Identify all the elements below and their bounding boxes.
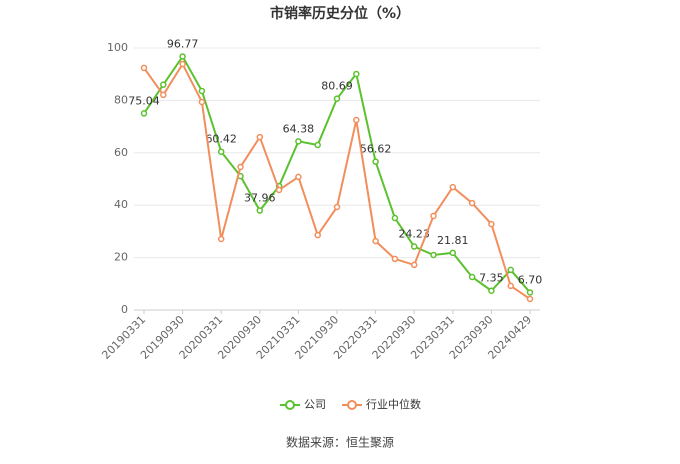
data-point bbox=[314, 231, 321, 239]
data-point bbox=[410, 243, 418, 250]
data-point bbox=[507, 282, 514, 290]
data-label: 21.81 bbox=[437, 234, 469, 247]
chart-title: 市销率历史分位（%） bbox=[270, 5, 410, 22]
data-point bbox=[140, 110, 148, 117]
data-point bbox=[160, 81, 167, 88]
data-point bbox=[256, 207, 264, 214]
legend-label: 公司 bbox=[304, 398, 326, 411]
y-tick-label: 100 bbox=[107, 41, 128, 54]
legend-marker bbox=[347, 400, 357, 410]
data-label: 80.69 bbox=[321, 80, 353, 93]
y-tick-label: 20 bbox=[114, 251, 128, 264]
data-point bbox=[526, 295, 534, 303]
data-point bbox=[256, 133, 264, 141]
data-label: 6.70 bbox=[518, 273, 543, 286]
data-point bbox=[333, 203, 341, 211]
data-point bbox=[160, 91, 167, 99]
data-point bbox=[507, 266, 514, 274]
data-point bbox=[468, 199, 476, 207]
data-label: 96.77 bbox=[167, 37, 199, 50]
data-point bbox=[488, 220, 495, 228]
y-tick-label: 60 bbox=[114, 146, 128, 159]
data-point bbox=[372, 237, 379, 245]
data-point bbox=[217, 148, 225, 155]
data-point bbox=[140, 64, 148, 72]
data-point bbox=[237, 163, 244, 171]
y-tick-label: 0 bbox=[121, 303, 128, 316]
data-point bbox=[391, 255, 399, 263]
data-point bbox=[333, 95, 341, 102]
y-tick-label: 40 bbox=[114, 198, 128, 211]
legend-label: 行业中位数 bbox=[366, 397, 421, 411]
data-point bbox=[275, 186, 283, 194]
data-point bbox=[217, 235, 225, 243]
data-point bbox=[198, 98, 206, 106]
legend-marker bbox=[285, 400, 295, 410]
data-point bbox=[372, 158, 379, 165]
data-point bbox=[449, 249, 457, 257]
data-point bbox=[295, 173, 302, 181]
y-tick-label: 80 bbox=[114, 93, 128, 106]
data-point bbox=[488, 287, 495, 294]
data-point bbox=[295, 138, 302, 145]
data-point bbox=[179, 60, 186, 68]
data-label: 64.38 bbox=[283, 122, 315, 135]
data-label: 60.42 bbox=[205, 133, 237, 146]
data-point bbox=[391, 214, 399, 222]
data-point bbox=[353, 70, 360, 78]
data-label: 75.04 bbox=[128, 94, 160, 107]
data-point bbox=[468, 273, 476, 281]
data-label: 37.96 bbox=[244, 192, 276, 205]
source-note: 数据来源：恒生聚源 bbox=[286, 435, 394, 450]
data-point bbox=[179, 53, 186, 60]
data-point bbox=[430, 212, 437, 220]
data-point bbox=[198, 87, 206, 95]
data-point bbox=[526, 289, 534, 296]
data-label: 24.23 bbox=[398, 228, 430, 241]
data-point bbox=[410, 261, 418, 269]
data-point bbox=[430, 251, 437, 259]
data-point bbox=[314, 141, 321, 149]
data-point bbox=[353, 116, 360, 124]
data-label: 7.35 bbox=[479, 272, 504, 285]
data-label: 56.62 bbox=[360, 143, 392, 156]
data-point bbox=[449, 183, 457, 191]
